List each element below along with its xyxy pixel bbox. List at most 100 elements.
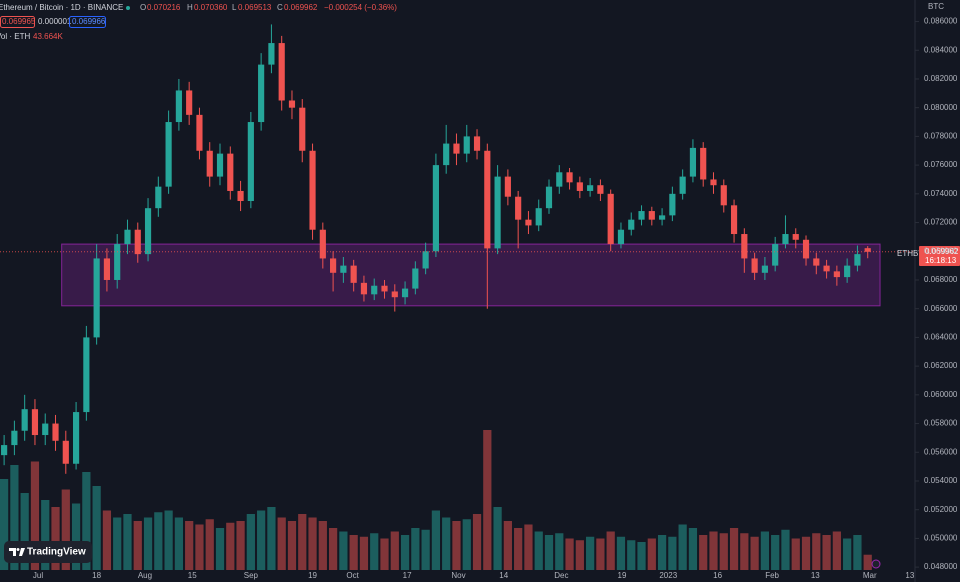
candle-body — [134, 229, 141, 255]
volume-bar — [205, 519, 214, 570]
y-tick-label: 0.082000 — [924, 74, 958, 83]
alert-icon[interactable] — [871, 559, 881, 569]
volume-bar — [493, 507, 502, 570]
volume-bar — [102, 510, 112, 570]
x-tick-label: 19 — [308, 571, 317, 580]
y-tick-label: 0.084000 — [924, 45, 958, 54]
candle-body — [854, 254, 861, 266]
y-tick-label: 0.080000 — [924, 103, 958, 112]
candle-body — [11, 430, 18, 446]
candle-body — [751, 258, 758, 273]
volume-bar — [133, 521, 142, 570]
y-tick-label: 0.052000 — [924, 505, 958, 514]
y-tick-label: 0.060000 — [924, 390, 958, 399]
x-tick-label: 17 — [403, 571, 412, 580]
volume-bar — [20, 493, 29, 570]
y-tick-label: 0.086000 — [924, 17, 958, 26]
volume-bar — [82, 472, 91, 570]
zone-box — [61, 243, 881, 307]
candle-body — [103, 258, 111, 280]
volume-bar — [472, 514, 482, 570]
candle-body — [494, 176, 501, 249]
bid: 0.069965 — [2, 17, 36, 26]
change: −0.000254 (−0.36%) — [324, 3, 397, 12]
volume-bar — [421, 529, 430, 570]
candle-body — [504, 176, 511, 197]
candle-body — [31, 409, 39, 436]
x-tick-label: Feb — [765, 571, 779, 580]
candle-body — [730, 205, 738, 235]
candle-body — [216, 153, 224, 177]
x-tick-label: Aug — [138, 571, 152, 580]
volume-bar — [51, 507, 60, 570]
volume-bar — [586, 536, 595, 570]
candle-body — [689, 147, 697, 177]
logo-box[interactable] — [4, 541, 92, 563]
volume-bar — [657, 535, 667, 570]
volume-bar — [801, 536, 811, 570]
volume-bar — [843, 538, 852, 570]
volume-bar — [41, 500, 50, 570]
volume-bar — [71, 503, 81, 570]
y-tick-label: 0.054000 — [924, 476, 958, 485]
volume-bar — [174, 517, 183, 570]
candle-body — [247, 122, 254, 202]
volume-bar — [380, 538, 389, 570]
ask-box[interactable] — [69, 16, 106, 28]
volume-bar — [678, 524, 687, 570]
candle-body — [669, 193, 676, 216]
candle-body — [823, 265, 830, 272]
volume-bar — [257, 510, 266, 570]
candle-body — [813, 258, 820, 266]
volume-bar — [462, 519, 471, 570]
volume-bar — [226, 522, 235, 570]
candle-body — [525, 219, 532, 226]
candle-body — [607, 193, 614, 245]
candle-body — [566, 172, 573, 183]
volume-bar — [10, 465, 19, 570]
candle-body — [278, 43, 285, 101]
symbol-title[interactable]: Ethereum / Bitcoin · 1D · BINANCE — [0, 3, 123, 12]
y-tick-label: 0.072000 — [924, 218, 958, 227]
volume-bar — [596, 538, 605, 570]
volume-bar — [688, 528, 698, 570]
volume-bar — [565, 538, 574, 570]
volume-bar — [359, 536, 369, 570]
candle-body — [844, 265, 851, 278]
volume-bar — [185, 521, 194, 570]
currency[interactable]: BTC — [928, 2, 944, 11]
ohlc-value: 0.070360 — [194, 3, 228, 12]
volume-bar — [452, 521, 461, 570]
volume-bar — [390, 531, 399, 570]
ohlc-label: H — [187, 3, 193, 12]
x-tick-label: Mar — [863, 571, 877, 580]
candle-body — [422, 251, 429, 269]
candle-body — [401, 288, 409, 298]
candle-body — [93, 258, 100, 338]
volume-bar — [215, 528, 225, 570]
y-tick-label: 0.048000 — [924, 562, 958, 571]
volume-bar — [267, 507, 276, 570]
candle-body — [175, 90, 182, 123]
x-tick-label: 18 — [92, 571, 101, 580]
volume-bar — [709, 531, 718, 570]
candle-body — [679, 176, 686, 194]
logo-text: TradingView — [27, 547, 86, 558]
price-tag — [919, 246, 960, 266]
volume-bar — [606, 531, 615, 570]
spread: 0.000001 — [38, 17, 72, 26]
candle-body — [638, 211, 645, 220]
volume-bar — [113, 517, 122, 570]
candle-body — [484, 150, 491, 249]
bid-box[interactable] — [0, 16, 35, 28]
volume-bar — [339, 531, 348, 570]
candle-body — [782, 234, 789, 245]
candle-body — [83, 337, 90, 413]
candle-body — [165, 122, 172, 187]
x-tick-label: Jul — [33, 571, 43, 580]
candle-body — [237, 190, 244, 202]
volume-bar — [853, 535, 862, 570]
candle-body — [802, 239, 810, 259]
candle-body — [432, 165, 439, 252]
candle-body — [258, 64, 265, 123]
